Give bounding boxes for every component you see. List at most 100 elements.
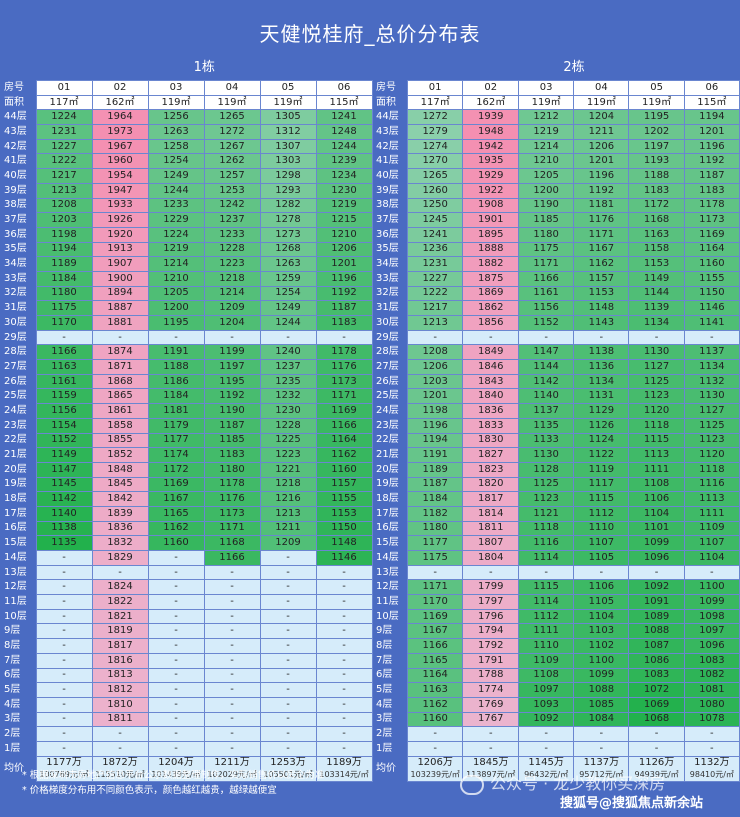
wechat-icon (460, 774, 484, 795)
floor-row: 3层 -1811- - - - (2, 711, 373, 728)
floor-row: 23层 1196 1833 1135 1126 1118 1125 (374, 417, 740, 434)
cell: 1172 (147, 461, 205, 478)
cell: 1171 (518, 256, 575, 272)
row-label: 10层 (376, 610, 399, 622)
cell: 1101 (628, 520, 685, 537)
cell: - (683, 564, 740, 581)
cell: 1162 (573, 256, 630, 272)
floor-row: 5层 -1812- - - - (2, 682, 373, 698)
cell: 1092 (518, 711, 575, 728)
cell: 1211 (573, 124, 630, 140)
area-row: 面积 117㎡ 162㎡ 119㎡ 119㎡ 119㎡ 115㎡ (2, 94, 373, 111)
row-label: 21层 (4, 449, 27, 461)
cell: - (683, 329, 740, 346)
row-label: 41层 (376, 155, 399, 167)
cell: 1817 (91, 638, 149, 654)
cell: - (462, 329, 520, 346)
row-label: 均价 (376, 762, 396, 774)
average-total: 1137万 (583, 756, 620, 768)
cell: 1858 (91, 417, 149, 434)
cell: 1144 (518, 359, 575, 375)
cell: 1160 (683, 256, 740, 272)
row-label: 11层 (4, 595, 27, 607)
cell: 01 (406, 80, 464, 96)
cell: 1130 (683, 388, 740, 405)
floor-row: 5层 1163 1774 1097 1088 1072 1081 (374, 682, 740, 698)
cell: 1260 (406, 182, 464, 199)
cell: 1160 (315, 461, 373, 478)
cell: 1105 (573, 550, 630, 566)
cell: 1813 (91, 667, 149, 684)
cell: 1871 (91, 359, 149, 375)
watermark-text: 公众号 · 龙少教你买深房 (490, 774, 666, 793)
cell: 1182 (406, 505, 464, 522)
floor-row: 24层 1156 1861 1181 1190 1230 1169 (2, 403, 373, 419)
cell: - (259, 564, 317, 581)
cell: 1231 (406, 256, 464, 272)
average-total: 1253万 (270, 756, 306, 768)
cell: 117㎡ (35, 94, 93, 111)
cell: - (35, 667, 93, 684)
cell: 1097 (683, 623, 740, 640)
cell: 1140 (35, 505, 93, 522)
cell: 06 (683, 80, 740, 96)
cell: 1135 (518, 417, 575, 434)
floor-row: 29层 - - - - - - (374, 329, 740, 346)
floor-row: 20层 1147 1848 1172 1180 1221 1160 (2, 461, 373, 478)
cell: 1293 (259, 182, 317, 199)
cell: 1131 (573, 388, 630, 405)
cell: - (259, 550, 317, 566)
cell: 1217 (406, 300, 464, 316)
cell: 1078 (683, 711, 740, 728)
cell: 1191 (406, 447, 464, 463)
cell: 1233 (147, 197, 205, 214)
cell: 1248 (315, 124, 373, 140)
cell: 1176 (203, 491, 261, 507)
cell: 1223 (259, 447, 317, 463)
cell: - (315, 682, 373, 698)
cell: 1183 (203, 447, 261, 463)
cell: 1231 (35, 124, 93, 140)
floor-row: 2层 - - - - - - (2, 726, 373, 742)
cell: 1209 (203, 300, 261, 316)
cell: 1811 (91, 711, 149, 728)
cell: - (147, 550, 205, 566)
row-label: 33层 (376, 272, 399, 284)
cell: 1224 (147, 226, 205, 243)
cell: 1166 (315, 417, 373, 434)
cell: - (406, 564, 464, 581)
row-label: 房号 (376, 81, 396, 93)
cell: - (259, 682, 317, 698)
floor-row: 34层 1231 1882 1171 1162 1153 1160 (374, 256, 740, 272)
row-label: 19层 (4, 478, 27, 490)
cell: 1147 (518, 344, 575, 361)
price-table: 房号 01 02 03 04 05 06 面积 117㎡ 162㎡ 119㎡ 119㎡ 119㎡ 115㎡… (2, 80, 373, 782)
cell: - (147, 579, 205, 596)
cell: 1257 (203, 168, 261, 184)
cell: 1180 (203, 461, 261, 478)
cell: 1244 (259, 315, 317, 331)
cell: 1214 (518, 138, 575, 155)
cell: 1183 (628, 182, 685, 199)
average-unit-price: 96432元/㎡ (524, 769, 569, 779)
cell: 1086 (628, 652, 685, 669)
average-total: 1126万 (638, 756, 675, 768)
floor-row: 30层 1213 1856 1152 1143 1134 1141 (374, 315, 740, 331)
cell: 1120 (683, 447, 740, 463)
cell: 1110 (518, 638, 575, 654)
cell: 1126 (573, 417, 630, 434)
cell: 1159 (35, 388, 93, 405)
cell: - (203, 579, 261, 596)
row-label: 3层 (376, 713, 393, 725)
floor-row: 16层 1138 1836 1162 1171 1211 1150 (2, 520, 373, 537)
cell: 1087 (628, 638, 685, 654)
cell: 1206 (573, 138, 630, 155)
floor-row: 37层 1203 1926 1229 1237 1278 1215 (2, 212, 373, 228)
cell: 1156 (518, 300, 575, 316)
cell: 05 (259, 80, 317, 96)
cell: 1143 (573, 315, 630, 331)
cell: - (259, 652, 317, 669)
floor-row: 43层 1279 1948 1219 1211 1202 1201 (374, 124, 740, 140)
cell: 1202 (628, 124, 685, 140)
cell: 1097 (518, 682, 575, 698)
